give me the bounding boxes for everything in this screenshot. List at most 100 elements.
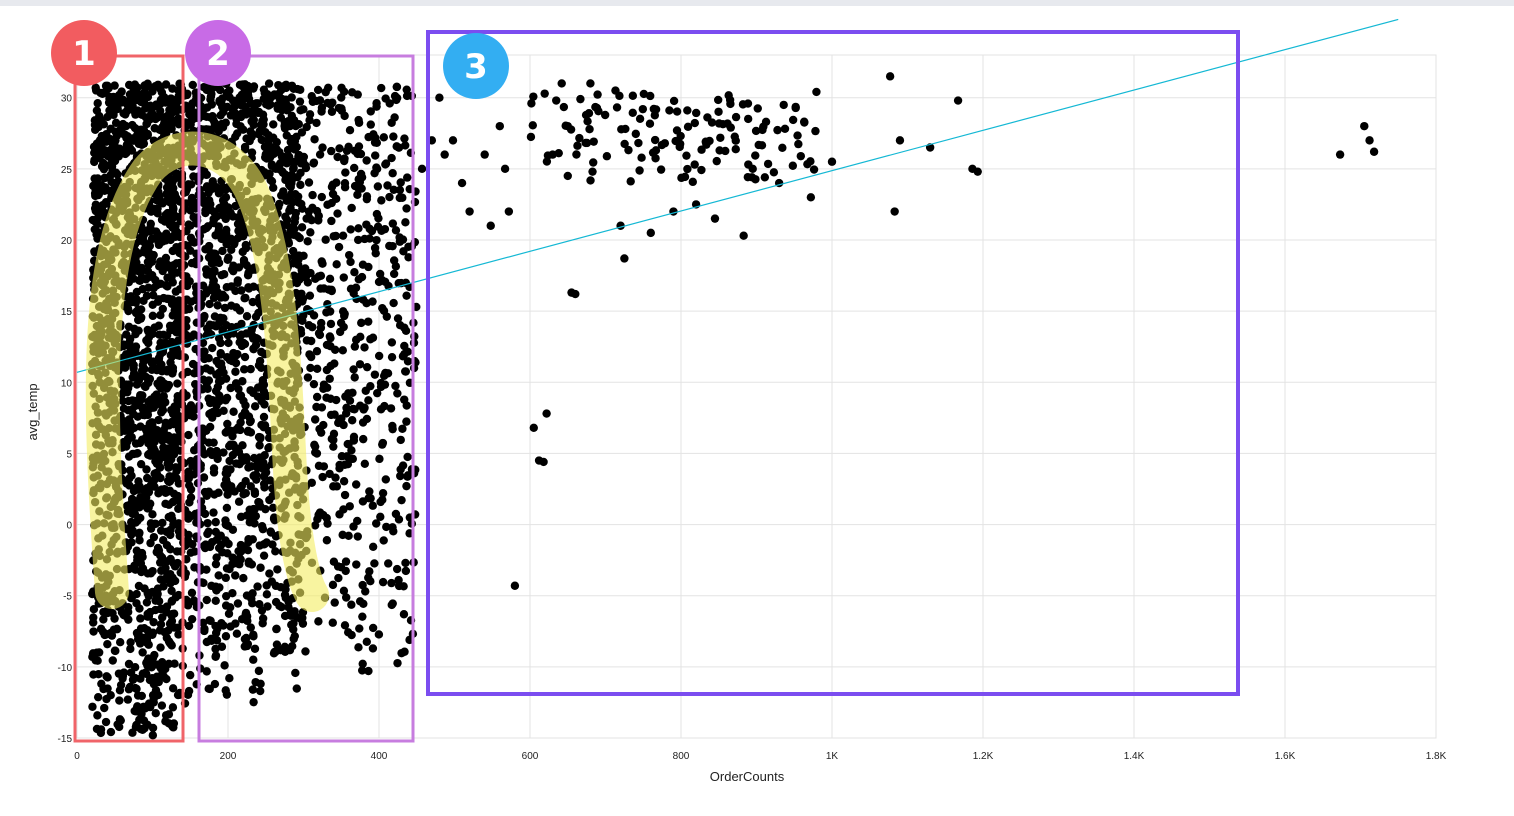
data-point bbox=[341, 593, 351, 602]
x-tick-label: 1.4K bbox=[1124, 751, 1145, 762]
data-point bbox=[211, 559, 221, 569]
data-point bbox=[157, 485, 166, 494]
data-point bbox=[91, 125, 100, 135]
data-point bbox=[739, 231, 748, 240]
data-point bbox=[211, 596, 220, 605]
data-point bbox=[186, 485, 196, 494]
data-point bbox=[306, 228, 315, 237]
data-point bbox=[132, 589, 141, 599]
data-point bbox=[384, 559, 393, 568]
data-point bbox=[240, 142, 250, 152]
data-point bbox=[277, 602, 286, 612]
data-point bbox=[221, 686, 230, 695]
data-point bbox=[297, 199, 306, 209]
data-point bbox=[214, 186, 224, 195]
data-point bbox=[172, 547, 182, 556]
data-point bbox=[244, 557, 254, 566]
data-point bbox=[162, 602, 171, 612]
data-point bbox=[139, 296, 148, 306]
data-point bbox=[620, 254, 629, 263]
data-point bbox=[356, 332, 365, 342]
data-point bbox=[140, 226, 149, 235]
data-point bbox=[233, 129, 242, 138]
data-point bbox=[351, 480, 361, 489]
data-point bbox=[675, 142, 684, 152]
data-point bbox=[235, 93, 244, 102]
data-point bbox=[121, 149, 130, 159]
data-point bbox=[378, 488, 388, 498]
data-point bbox=[669, 207, 678, 216]
data-point bbox=[159, 582, 168, 591]
data-point bbox=[793, 131, 802, 140]
data-point bbox=[92, 724, 102, 734]
data-point bbox=[402, 401, 411, 410]
data-point bbox=[240, 642, 250, 651]
data-point bbox=[298, 297, 307, 306]
data-point bbox=[168, 295, 177, 304]
data-point bbox=[672, 126, 682, 135]
data-point bbox=[122, 330, 131, 339]
data-point bbox=[106, 628, 116, 638]
data-point bbox=[115, 144, 124, 153]
data-point bbox=[240, 339, 250, 349]
data-point bbox=[265, 569, 274, 578]
data-point bbox=[94, 648, 104, 657]
data-point bbox=[634, 138, 643, 148]
data-point bbox=[231, 367, 240, 376]
data-point bbox=[364, 317, 373, 326]
data-point bbox=[244, 412, 254, 421]
data-point bbox=[185, 670, 195, 680]
data-point bbox=[395, 185, 405, 195]
data-point bbox=[628, 108, 637, 118]
data-point bbox=[90, 174, 99, 183]
data-point bbox=[250, 644, 260, 653]
data-point bbox=[571, 289, 580, 299]
data-point bbox=[258, 524, 268, 534]
data-point bbox=[465, 207, 474, 216]
data-point bbox=[350, 146, 360, 156]
data-point bbox=[811, 126, 820, 136]
data-point bbox=[221, 632, 231, 641]
data-point bbox=[373, 222, 383, 231]
data-point bbox=[171, 226, 181, 236]
data-point bbox=[182, 339, 192, 348]
data-point bbox=[404, 253, 413, 262]
data-point bbox=[204, 438, 214, 447]
data-point bbox=[185, 469, 194, 479]
data-point bbox=[136, 392, 145, 402]
data-point bbox=[158, 405, 168, 415]
data-point bbox=[806, 193, 816, 202]
data-point bbox=[266, 527, 275, 536]
data-point bbox=[403, 472, 412, 481]
data-point bbox=[402, 481, 411, 491]
data-point bbox=[227, 356, 237, 366]
data-point bbox=[589, 158, 598, 167]
data-point bbox=[697, 165, 706, 175]
data-point bbox=[353, 235, 363, 245]
data-point bbox=[204, 684, 213, 693]
data-point bbox=[373, 182, 383, 191]
data-point bbox=[354, 184, 363, 193]
data-point bbox=[271, 647, 280, 657]
data-point bbox=[527, 99, 536, 108]
data-point bbox=[382, 522, 391, 532]
data-point bbox=[769, 168, 779, 177]
data-point bbox=[368, 297, 377, 306]
data-point bbox=[309, 311, 319, 320]
data-point bbox=[379, 306, 389, 316]
data-point bbox=[154, 451, 163, 460]
data-point bbox=[448, 136, 458, 145]
data-point bbox=[307, 336, 316, 346]
data-point bbox=[624, 145, 633, 155]
data-point bbox=[375, 454, 384, 464]
data-point bbox=[692, 108, 701, 118]
data-point bbox=[403, 357, 413, 366]
data-point bbox=[202, 491, 211, 501]
data-point bbox=[256, 563, 265, 572]
data-point bbox=[173, 396, 182, 405]
data-point bbox=[366, 107, 375, 116]
data-point bbox=[142, 598, 152, 607]
data-point bbox=[154, 415, 163, 425]
data-point bbox=[112, 150, 122, 160]
data-point bbox=[626, 177, 635, 186]
